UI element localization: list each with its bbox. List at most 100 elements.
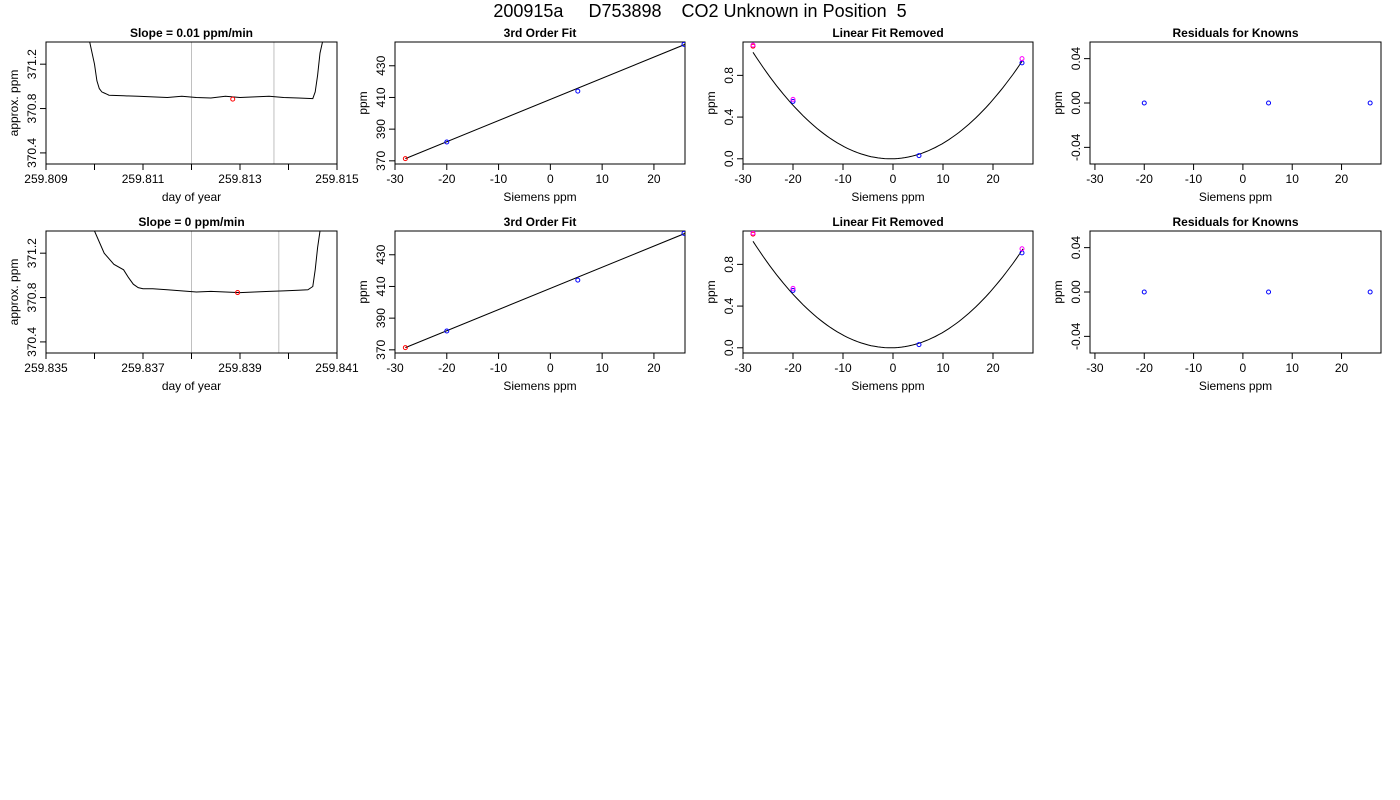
y-tick-label: 390 — [374, 308, 388, 328]
y-tick-label: 410 — [374, 87, 388, 107]
x-tick-label: 10 — [1286, 172, 1300, 186]
x-tick-label: -10 — [490, 172, 508, 186]
plot-panel-1: Slope = 0.01 ppm/min 259.809 259.811 259.81… — [7, 26, 359, 204]
data-point — [750, 231, 756, 236]
y-axis-label: ppm — [704, 91, 718, 114]
x-tick-label: 0 — [1240, 172, 1247, 186]
plot-frame — [394, 41, 686, 165]
data-point — [750, 42, 756, 48]
y-tick-label: 0.04 — [1069, 47, 1083, 71]
y-axis-label: ppm — [356, 280, 370, 303]
plot-title: Residuals for Knowns — [1172, 215, 1298, 229]
x-axis-label: Siemens ppm — [851, 190, 924, 204]
plot-data — [89, 42, 323, 102]
plot-data — [1141, 100, 1373, 106]
y-tick-label: 0.8 — [722, 67, 736, 84]
y-tick-label: 0.0 — [722, 339, 736, 356]
y-tick-label: 0.4 — [722, 108, 736, 125]
x-tick-label: -20 — [438, 361, 456, 375]
y-axis-label: ppm — [1051, 280, 1065, 303]
plot-title: 3rd Order Fit — [504, 26, 577, 40]
x-tick-label: 20 — [1335, 361, 1349, 375]
plot-panel-6: 3rd Order Fit -30 -20 -10 0 10 20 370 390 410 430 S… — [356, 215, 686, 393]
x-tick-label: 10 — [595, 361, 609, 375]
plot-data — [750, 231, 1025, 349]
x-axis-label: Siemens ppm — [1199, 190, 1272, 204]
fit-curve — [752, 241, 1024, 349]
plot-title: 3rd Order Fit — [504, 215, 577, 229]
x-tick-label: -30 — [386, 361, 404, 375]
plot-data — [1141, 289, 1373, 295]
x-tick-label: -30 — [1086, 361, 1104, 375]
y-tick-label: 370.8 — [25, 282, 39, 312]
y-tick-label: 370.4 — [25, 327, 39, 357]
data-point — [1019, 246, 1025, 252]
plot-frame — [1089, 41, 1382, 165]
plot-panel-7: Linear Fit Removed -30 -20 -10 0 10 20 0.0 0.4 0.… — [704, 215, 1034, 393]
plot-panel-3: Linear Fit Removed -30 -20 -10 0 10 20 0.0 0.4 0.… — [704, 26, 1034, 204]
data-point — [790, 96, 796, 102]
data-point — [916, 153, 922, 159]
x-tick-label: 0 — [890, 172, 897, 186]
x-tick-label: 259.815 — [315, 172, 359, 186]
y-tick-label: 370.8 — [25, 93, 39, 123]
x-tick-label: 259.809 — [24, 172, 68, 186]
y-tick-label: -0.04 — [1069, 133, 1083, 161]
data-point — [1141, 289, 1147, 295]
plot-title: Linear Fit Removed — [832, 26, 943, 40]
y-tick-label: 0.8 — [722, 256, 736, 273]
x-tick-label: -30 — [386, 172, 404, 186]
plot-data — [750, 42, 1025, 160]
x-tick-label: -20 — [784, 172, 802, 186]
x-tick-label: -20 — [784, 361, 802, 375]
x-tick-label: -10 — [1185, 361, 1203, 375]
data-point — [1141, 100, 1147, 106]
plot-data — [402, 42, 685, 162]
page-title: 200915a D753898 CO2 Unknown in Position … — [493, 1, 907, 21]
plot-panel-8: Residuals for Knowns -30 -20 -10 0 10 20 -0.04 0… — [1051, 215, 1382, 393]
data-point — [1266, 289, 1272, 295]
x-axis-label: Siemens ppm — [503, 379, 576, 393]
x-tick-label: 0 — [547, 172, 554, 186]
y-tick-label: 370.4 — [25, 138, 39, 168]
y-axis-label: ppm — [704, 280, 718, 303]
series-line — [94, 231, 321, 294]
data-point — [790, 98, 796, 104]
x-axis-label: Siemens ppm — [1199, 379, 1272, 393]
y-tick-label: 0.4 — [722, 297, 736, 314]
data-point — [681, 231, 685, 236]
x-tick-label: -30 — [734, 361, 752, 375]
x-tick-label: 0 — [547, 361, 554, 375]
y-tick-label: 370 — [374, 150, 388, 170]
x-tick-label: 259.841 — [315, 361, 359, 375]
x-tick-label: 259.813 — [218, 172, 262, 186]
x-tick-label: 20 — [1335, 172, 1349, 186]
data-point — [575, 88, 581, 94]
x-tick-label: 20 — [986, 172, 1000, 186]
y-tick-label: 390 — [374, 119, 388, 139]
y-axis-label: approx. ppm — [7, 259, 21, 326]
x-axis-label: Siemens ppm — [851, 379, 924, 393]
x-axis-label: Siemens ppm — [503, 190, 576, 204]
y-tick-label: -0.04 — [1069, 322, 1083, 350]
x-tick-label: 259.837 — [121, 361, 165, 375]
data-point — [790, 285, 796, 291]
x-tick-label: 10 — [595, 172, 609, 186]
data-point — [1266, 100, 1272, 106]
y-tick-label: 371.2 — [25, 49, 39, 79]
data-point — [790, 287, 796, 293]
plot-title: Residuals for Knowns — [1172, 26, 1298, 40]
y-tick-label: 0.00 — [1069, 280, 1083, 304]
data-point — [575, 277, 581, 283]
fit-curve — [752, 52, 1024, 160]
x-tick-label: 20 — [647, 172, 661, 186]
x-tick-label: -30 — [1086, 172, 1104, 186]
plot-frame — [394, 230, 686, 354]
plot-title: Slope = 0 ppm/min — [138, 215, 244, 229]
series-line — [405, 232, 685, 349]
plot-data — [402, 231, 685, 351]
y-axis-label: ppm — [1051, 91, 1065, 114]
y-tick-label: 430 — [374, 55, 388, 75]
y-axis-label: ppm — [356, 91, 370, 114]
